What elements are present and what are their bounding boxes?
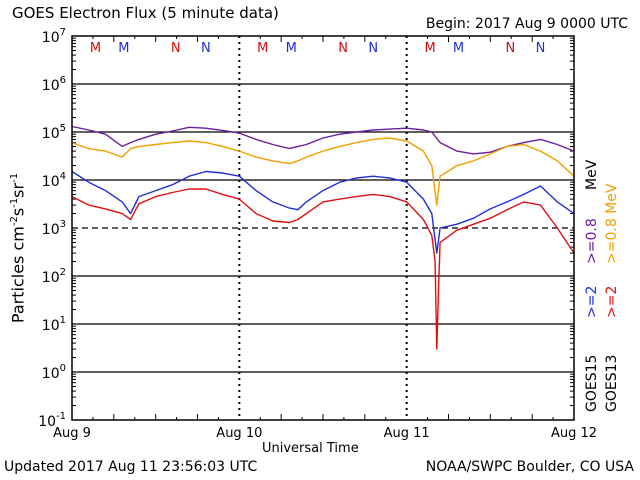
orbit-marker: N xyxy=(171,41,181,56)
x-tick-label: Aug 10 xyxy=(216,426,263,441)
y-tick-label: 10-1 xyxy=(38,411,66,430)
x-tick-label: Aug 11 xyxy=(383,426,430,441)
series-line-0 xyxy=(71,125,575,155)
chart-title: GOES Electron Flux (5 minute data) xyxy=(12,4,279,22)
orbit-marker: N xyxy=(338,41,348,56)
series-line-1 xyxy=(71,137,575,206)
x-tick-label: Aug 9 xyxy=(53,426,91,441)
y-tick-label: 100 xyxy=(42,363,66,382)
y-tick-label: 103 xyxy=(42,219,66,238)
x-tick-label: Aug 12 xyxy=(550,426,598,441)
legend-goes15-2mev: >=2 xyxy=(584,285,600,318)
orbit-marker: N xyxy=(201,41,211,56)
y-tick-label: 106 xyxy=(42,75,66,94)
y-tick-label: 102 xyxy=(42,267,66,286)
legend-goes15: GOES15 xyxy=(584,354,600,412)
orbit-marker: M xyxy=(286,41,297,56)
credit-text: NOAA/SWPC Boulder, CO USA xyxy=(425,459,634,475)
legend-goes13-08mev: >=0.8 MeV xyxy=(604,183,620,264)
plot-frame xyxy=(71,35,575,421)
orbit-marker: M xyxy=(424,41,435,56)
series-line-3 xyxy=(71,188,575,350)
legend-goes13: GOES13 xyxy=(604,354,620,412)
orbit-marker: M xyxy=(90,41,101,56)
legend-units: MeV xyxy=(584,159,600,190)
legend-goes15-08mev: >=0.8 xyxy=(584,218,600,264)
x-axis-label: Universal Time xyxy=(262,441,359,456)
orbit-marker: M xyxy=(453,41,464,56)
y-tick-label: 105 xyxy=(42,123,66,142)
legend-goes13-2mev: >=2 xyxy=(604,285,620,318)
begin-time: Begin: 2017 Aug 9 0000 UTC xyxy=(425,16,628,32)
orbit-marker: M xyxy=(118,41,129,56)
y-tick-label: 107 xyxy=(42,27,66,46)
y-tick-label: 101 xyxy=(42,315,66,334)
orbit-marker: N xyxy=(536,41,546,56)
orbit-marker: M xyxy=(257,41,268,56)
series-line-2 xyxy=(71,170,575,254)
orbit-marker: N xyxy=(368,41,378,56)
y-tick-label: 104 xyxy=(42,171,66,190)
y-axis-label: Particles cm-2s-1sr-1 xyxy=(8,172,28,324)
orbit-marker: N xyxy=(506,41,516,56)
updated-timestamp: Updated 2017 Aug 11 23:56:03 UTC xyxy=(4,459,258,475)
